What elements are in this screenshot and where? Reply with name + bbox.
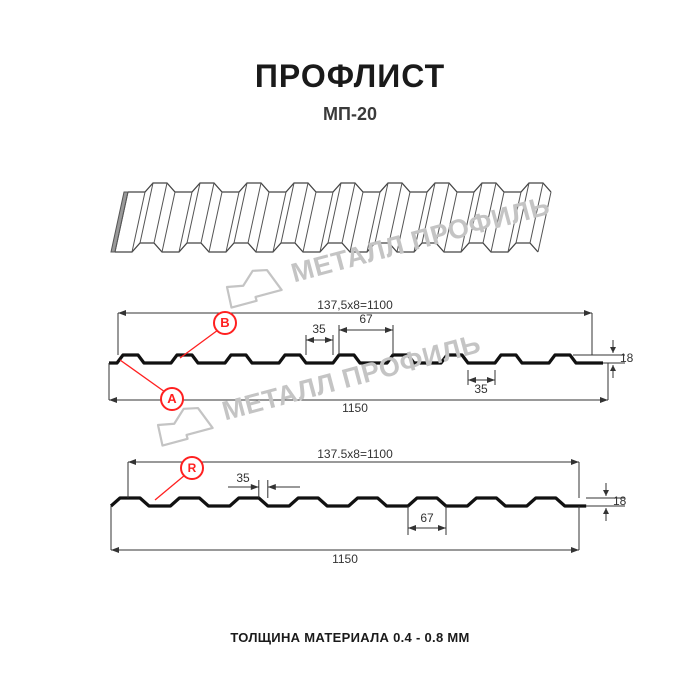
svg-text:B: B [220,315,229,330]
svg-text:67: 67 [359,312,373,326]
svg-text:67: 67 [420,511,434,525]
svg-text:1150: 1150 [342,401,368,415]
svg-text:1150: 1150 [332,552,358,566]
svg-text:137.5x8=1100: 137.5x8=1100 [317,447,393,461]
svg-text:137,5x8=1100: 137,5x8=1100 [317,298,393,312]
svg-text:35: 35 [474,382,488,396]
svg-text:35: 35 [312,322,326,336]
svg-text:A: A [167,391,177,406]
svg-text:МЕТАЛЛ ПРОФИЛЬ: МЕТАЛЛ ПРОФИЛЬ [288,190,553,288]
svg-text:18: 18 [613,494,627,508]
svg-text:35: 35 [236,471,250,485]
svg-text:R: R [188,461,197,475]
svg-text:18: 18 [620,351,634,365]
